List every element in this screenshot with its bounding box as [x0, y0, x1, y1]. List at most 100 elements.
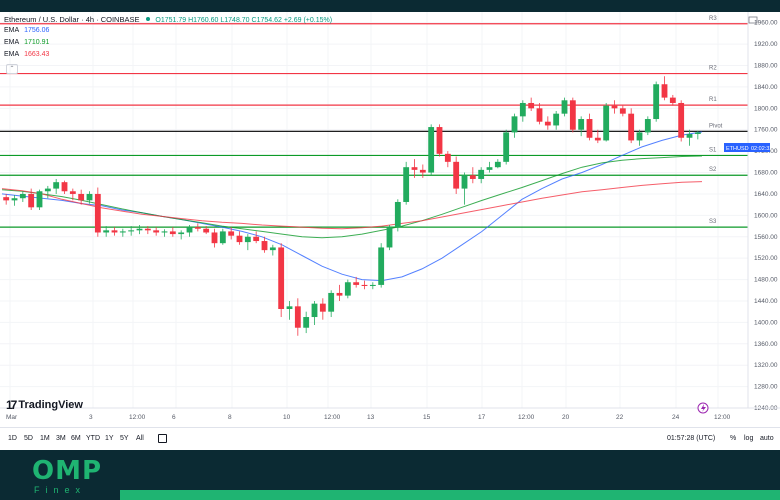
candle[interactable]	[444, 151, 451, 168]
candle[interactable]	[311, 300, 318, 326]
candle[interactable]	[419, 164, 426, 178]
range-all-button[interactable]: All	[136, 435, 144, 442]
ema-line-2[interactable]	[1, 155, 703, 239]
candle[interactable]	[353, 276, 360, 288]
candle[interactable]	[686, 129, 693, 146]
candle[interactable]	[669, 94, 676, 106]
candle[interactable]	[103, 226, 110, 237]
candle[interactable]	[678, 100, 685, 142]
candle[interactable]	[261, 236, 268, 253]
candle[interactable]	[544, 116, 551, 130]
candle[interactable]	[386, 224, 393, 251]
candle[interactable]	[344, 279, 351, 299]
candle[interactable]	[403, 161, 410, 205]
candle[interactable]	[119, 228, 126, 237]
log-toggle[interactable]: log	[744, 435, 754, 442]
symbol-legend[interactable]: Ethereum / U.S. Dollar · 4h · COINBASE O…	[4, 15, 335, 24]
range-ytd-button[interactable]: YTD	[86, 435, 100, 442]
candle[interactable]	[536, 102, 543, 125]
candle[interactable]	[111, 227, 118, 236]
candle[interactable]	[19, 191, 26, 202]
candle[interactable]	[269, 244, 276, 256]
candle[interactable]	[3, 193, 10, 205]
candle[interactable]	[53, 178, 60, 194]
candle[interactable]	[619, 105, 626, 117]
candle[interactable]	[203, 226, 210, 235]
candle[interactable]	[228, 227, 235, 240]
candle[interactable]	[278, 243, 285, 318]
candle[interactable]	[436, 124, 443, 157]
candle[interactable]	[644, 116, 651, 136]
candle[interactable]	[336, 284, 343, 301]
range-3m-button[interactable]: 3M	[56, 435, 66, 442]
candle[interactable]	[636, 129, 643, 146]
ema-legend-1[interactable]: EMA 1756.06	[4, 27, 52, 34]
candle[interactable]	[428, 124, 435, 176]
candle[interactable]	[453, 156, 460, 194]
ema-line-3[interactable]	[1, 181, 703, 230]
candle[interactable]	[469, 167, 476, 184]
ema-legend-3[interactable]: EMA 1663.43	[4, 51, 52, 58]
candle[interactable]	[94, 187, 101, 237]
range-5d-button[interactable]: 5D	[24, 435, 33, 442]
candle[interactable]	[44, 185, 51, 199]
candle[interactable]	[61, 180, 68, 194]
candle[interactable]	[186, 224, 193, 237]
candle[interactable]	[411, 159, 418, 178]
candle[interactable]	[661, 76, 668, 101]
candle[interactable]	[11, 195, 18, 206]
date-range-icon[interactable]	[158, 434, 167, 443]
candle[interactable]	[561, 97, 568, 117]
ema-line-1[interactable]	[1, 131, 703, 282]
candle[interactable]	[553, 111, 560, 130]
candle[interactable]	[586, 113, 593, 141]
candle[interactable]	[236, 231, 243, 245]
candle[interactable]	[294, 298, 301, 336]
candle[interactable]	[394, 199, 401, 232]
candle[interactable]	[211, 228, 218, 248]
candle[interactable]	[128, 226, 135, 236]
auto-toggle[interactable]: auto	[760, 435, 774, 442]
lightning-icon[interactable]	[697, 402, 709, 414]
candle[interactable]	[219, 228, 226, 245]
candle[interactable]	[194, 223, 201, 232]
candle[interactable]	[569, 97, 576, 133]
candle[interactable]	[603, 102, 610, 142]
settings-icon[interactable]	[748, 16, 758, 24]
percent-toggle[interactable]: %	[730, 435, 737, 442]
candle[interactable]	[144, 226, 151, 235]
candle[interactable]	[286, 300, 293, 320]
candle[interactable]	[628, 108, 635, 144]
candle[interactable]	[36, 189, 43, 210]
candle[interactable]	[369, 282, 376, 290]
candle[interactable]	[611, 100, 618, 114]
candle[interactable]	[378, 243, 385, 288]
candle[interactable]	[519, 100, 526, 122]
candle[interactable]	[253, 231, 260, 244]
candle[interactable]	[653, 81, 660, 122]
range-1d-button[interactable]: 1D	[8, 435, 17, 442]
candle[interactable]	[28, 188, 35, 210]
candle[interactable]	[69, 188, 76, 201]
candle[interactable]	[153, 227, 160, 236]
candle[interactable]	[161, 229, 168, 237]
candle[interactable]	[578, 116, 585, 137]
chart-panel[interactable]: R3 R2 R1 Pivot S1 S2 S3 1960.00 1920.00 1880.00 1…	[0, 12, 780, 427]
candle[interactable]	[478, 167, 485, 184]
candle[interactable]	[486, 161, 493, 173]
range-5y-button[interactable]: 5Y	[120, 435, 129, 442]
candle[interactable]	[594, 129, 601, 144]
range-6m-button[interactable]: 6M	[71, 435, 81, 442]
ema-legend-2[interactable]: EMA 1710.91	[4, 39, 52, 46]
range-1m-button[interactable]: 1M	[40, 435, 50, 442]
candle[interactable]	[169, 227, 176, 237]
range-1y-button[interactable]: 1Y	[105, 435, 114, 442]
candle[interactable]	[78, 189, 85, 205]
clock-time[interactable]: 01:57:28 (UTC)	[667, 435, 716, 442]
candle[interactable]	[461, 172, 468, 205]
candle[interactable]	[328, 290, 335, 318]
candle[interactable]	[494, 159, 501, 169]
candle[interactable]	[361, 280, 368, 290]
candle[interactable]	[178, 230, 185, 240]
